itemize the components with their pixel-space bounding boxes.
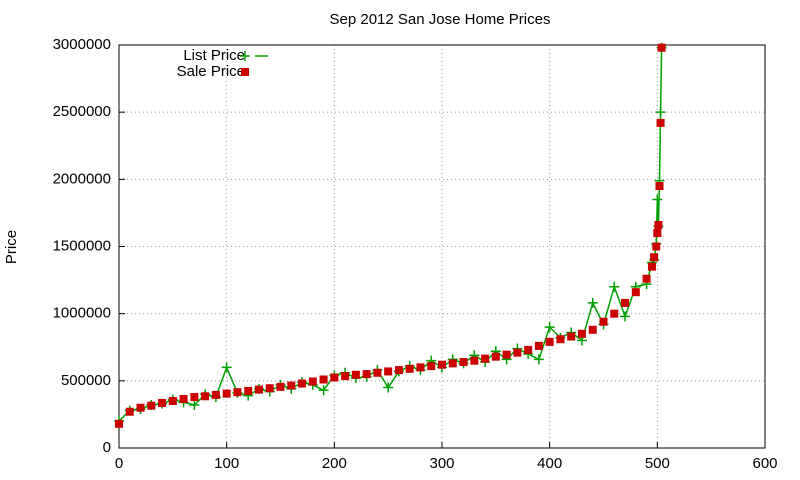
list-price-point — [318, 385, 329, 396]
list-price-point — [652, 194, 663, 205]
sale-price-point — [599, 317, 608, 326]
sale-price-point — [308, 377, 317, 386]
y-tick-label: 500000 — [61, 372, 111, 389]
sale-price-point — [656, 118, 665, 127]
sale-price-point — [567, 332, 576, 341]
sale-price-point — [534, 341, 543, 350]
sale-price-point — [524, 345, 533, 354]
sale-price-point — [211, 390, 220, 399]
list-price-point — [221, 362, 232, 373]
x-tick-label: 400 — [537, 455, 562, 472]
sale-price-point — [448, 359, 457, 368]
list-price-point — [620, 311, 631, 322]
sale-price-point — [373, 368, 382, 377]
sale-price-point — [491, 352, 500, 361]
sale-price-point — [481, 354, 490, 363]
y-tick-label: 1000000 — [53, 305, 111, 322]
sale-price-point — [384, 367, 393, 376]
sale-price-point — [438, 360, 446, 369]
list-price-point — [383, 382, 394, 393]
sale-price-point — [115, 419, 123, 428]
sale-price-point — [298, 379, 307, 388]
y-axis-label: Price — [3, 230, 20, 264]
x-tick-label: 300 — [429, 455, 454, 472]
sale-price-point — [470, 356, 479, 365]
sale-price-point — [654, 221, 663, 230]
legend-label: List Price — [183, 47, 245, 64]
x-tick-label: 600 — [752, 455, 777, 472]
sale-price-point — [513, 348, 522, 357]
sale-price-point — [233, 388, 242, 397]
sale-price-point — [201, 392, 210, 401]
legend-label: Sale Price — [177, 63, 245, 80]
list-price-point — [655, 107, 666, 118]
sale-price-point — [287, 381, 296, 390]
list-price-point — [587, 297, 598, 308]
legend-marker — [240, 51, 250, 61]
sale-price-point — [642, 274, 651, 283]
sale-price-point — [394, 366, 403, 375]
sale-price-point — [362, 370, 371, 379]
x-tick-label: 100 — [214, 455, 239, 472]
chart-title: Sep 2012 San Jose Home Prices — [330, 11, 551, 28]
sale-price-point — [319, 375, 328, 384]
sale-price-point — [254, 385, 263, 394]
sale-price-point — [147, 401, 156, 410]
y-tick-label: 2000000 — [53, 170, 111, 187]
x-tick-label: 0 — [115, 455, 123, 472]
x-tick-label: 200 — [322, 455, 347, 472]
sale-price-point — [650, 253, 659, 262]
sale-price-point — [502, 350, 511, 359]
sale-price-point — [652, 242, 661, 251]
sale-price-point — [588, 325, 597, 334]
sale-price-point — [168, 396, 177, 405]
sale-price-point — [244, 386, 253, 395]
sale-price-point — [265, 384, 274, 393]
sale-price-point — [330, 373, 339, 382]
list-price-point — [609, 281, 620, 292]
sale-price-point — [621, 298, 630, 307]
sale-price-point — [179, 394, 188, 403]
sale-price-point — [276, 382, 285, 391]
y-tick-label: 1500000 — [53, 237, 111, 254]
sale-price-point — [341, 372, 350, 381]
sale-price-point — [545, 337, 554, 346]
list-price-point — [544, 322, 555, 333]
sale-price-point — [405, 364, 414, 373]
y-tick-label: 0 — [103, 439, 111, 456]
sale-price-point — [653, 229, 662, 238]
sale-price-point — [556, 335, 565, 344]
legend-marker — [241, 68, 249, 76]
list-price-line — [118, 47, 663, 422]
y-tick-label: 3000000 — [53, 36, 111, 53]
sale-price-point — [190, 392, 199, 401]
plot-frame — [118, 44, 766, 449]
sale-price-point — [655, 182, 664, 191]
sale-price-point — [222, 389, 231, 398]
sale-price-point — [416, 363, 425, 372]
y-tick-label: 2500000 — [53, 103, 111, 120]
sale-price-point — [427, 362, 436, 371]
sale-price-point — [351, 370, 360, 379]
sale-price-point — [610, 309, 619, 318]
list-price-point — [533, 354, 544, 365]
sale-price-point — [158, 398, 167, 407]
sale-price-point — [657, 43, 666, 52]
sale-price-point — [459, 358, 468, 367]
x-tick-label: 500 — [645, 455, 670, 472]
sale-price-point — [647, 262, 656, 271]
sale-price-point — [125, 407, 134, 416]
list-price-point — [189, 400, 200, 411]
sale-price-point — [136, 403, 145, 412]
sale-price-point — [631, 288, 640, 297]
sale-price-point — [577, 329, 586, 338]
